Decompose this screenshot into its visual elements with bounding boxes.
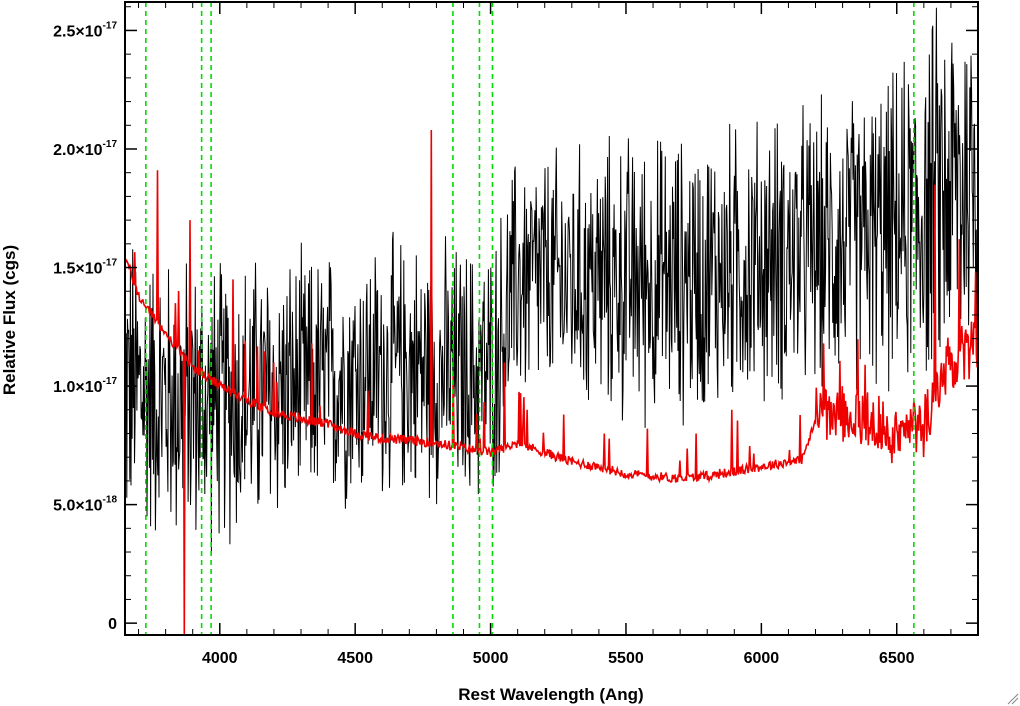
x-tick-label: 6500 — [879, 650, 915, 667]
y-tick-label: 0 — [108, 616, 117, 633]
model-spectrum — [124, 129, 979, 636]
x-tick-label: 4500 — [337, 650, 373, 667]
axis-ticks — [125, 2, 979, 635]
x-axis-title: Rest Wavelength (Ang) — [458, 685, 643, 704]
y-axis-title: Relative Flux (cgs) — [0, 245, 19, 395]
resize-grip-icon[interactable] — [1007, 693, 1019, 705]
emission-line-markers — [145, 2, 915, 635]
x-tick-label: 6000 — [744, 650, 780, 667]
observed-spectrum — [124, 7, 978, 555]
y-tick-label: 2.5×10-17 — [53, 20, 117, 40]
y-tick-label: 5.0×10-18 — [53, 495, 117, 515]
y-tick-label: 1.5×10-17 — [53, 258, 117, 278]
x-tick-label: 5500 — [608, 650, 644, 667]
y-tick-label: 1.0×10-17 — [53, 376, 117, 396]
x-tick-label: 4000 — [202, 650, 238, 667]
observed-flux-line — [124, 7, 978, 555]
tick-labels: 4000 4500 5000 5500 6000 6500 0 5.0×10-18 1.0×10… — [53, 20, 915, 667]
x-tick-label: 5000 — [473, 650, 509, 667]
y-tick-label: 2.0×10-17 — [53, 139, 117, 159]
plot-frame — [124, 1, 979, 636]
model-flux-line — [124, 129, 979, 636]
